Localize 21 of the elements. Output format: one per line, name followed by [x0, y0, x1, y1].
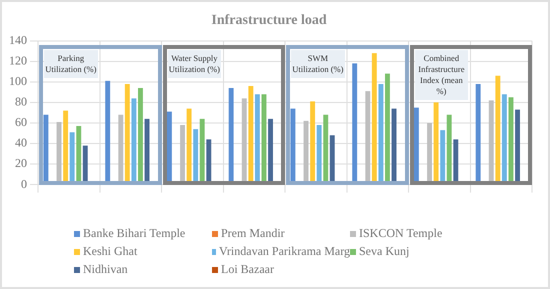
annotation: Combined Infrastructure Index (mean %) [414, 50, 468, 100]
y-tick-label: 100 [9, 74, 27, 88]
legend-label: Prem Mandir [220, 226, 286, 241]
annotation: Water Supply Utilization (%) [168, 50, 222, 78]
y-tick-label: 40 [15, 136, 27, 150]
chart-title: Infrastructure load [211, 13, 327, 28]
annotation: SWM Utilization (%) [291, 50, 345, 78]
legend-label: Banke Bihari Temple [82, 226, 186, 241]
legend-label: Loi Bazaar [220, 262, 275, 277]
y-tick-label: 80 [15, 94, 27, 109]
legend-label: ISKCON Temple [358, 226, 444, 241]
legend-label: Nidhivan [82, 262, 129, 277]
legend-label: Keshi Ghat [82, 244, 138, 259]
y-tick-label: 140 [9, 32, 27, 47]
annotation: Parking Utilization (%) [44, 50, 98, 78]
y-tick-label: 0 [21, 176, 27, 191]
y-tick-label: 120 [9, 54, 27, 68]
y-tick-label: 60 [15, 115, 27, 130]
legend-label: Seva Kunj [358, 244, 410, 259]
legend-label: Vrindavan Parikrama Marg [218, 244, 350, 259]
y-tick-label: 20 [15, 156, 27, 170]
